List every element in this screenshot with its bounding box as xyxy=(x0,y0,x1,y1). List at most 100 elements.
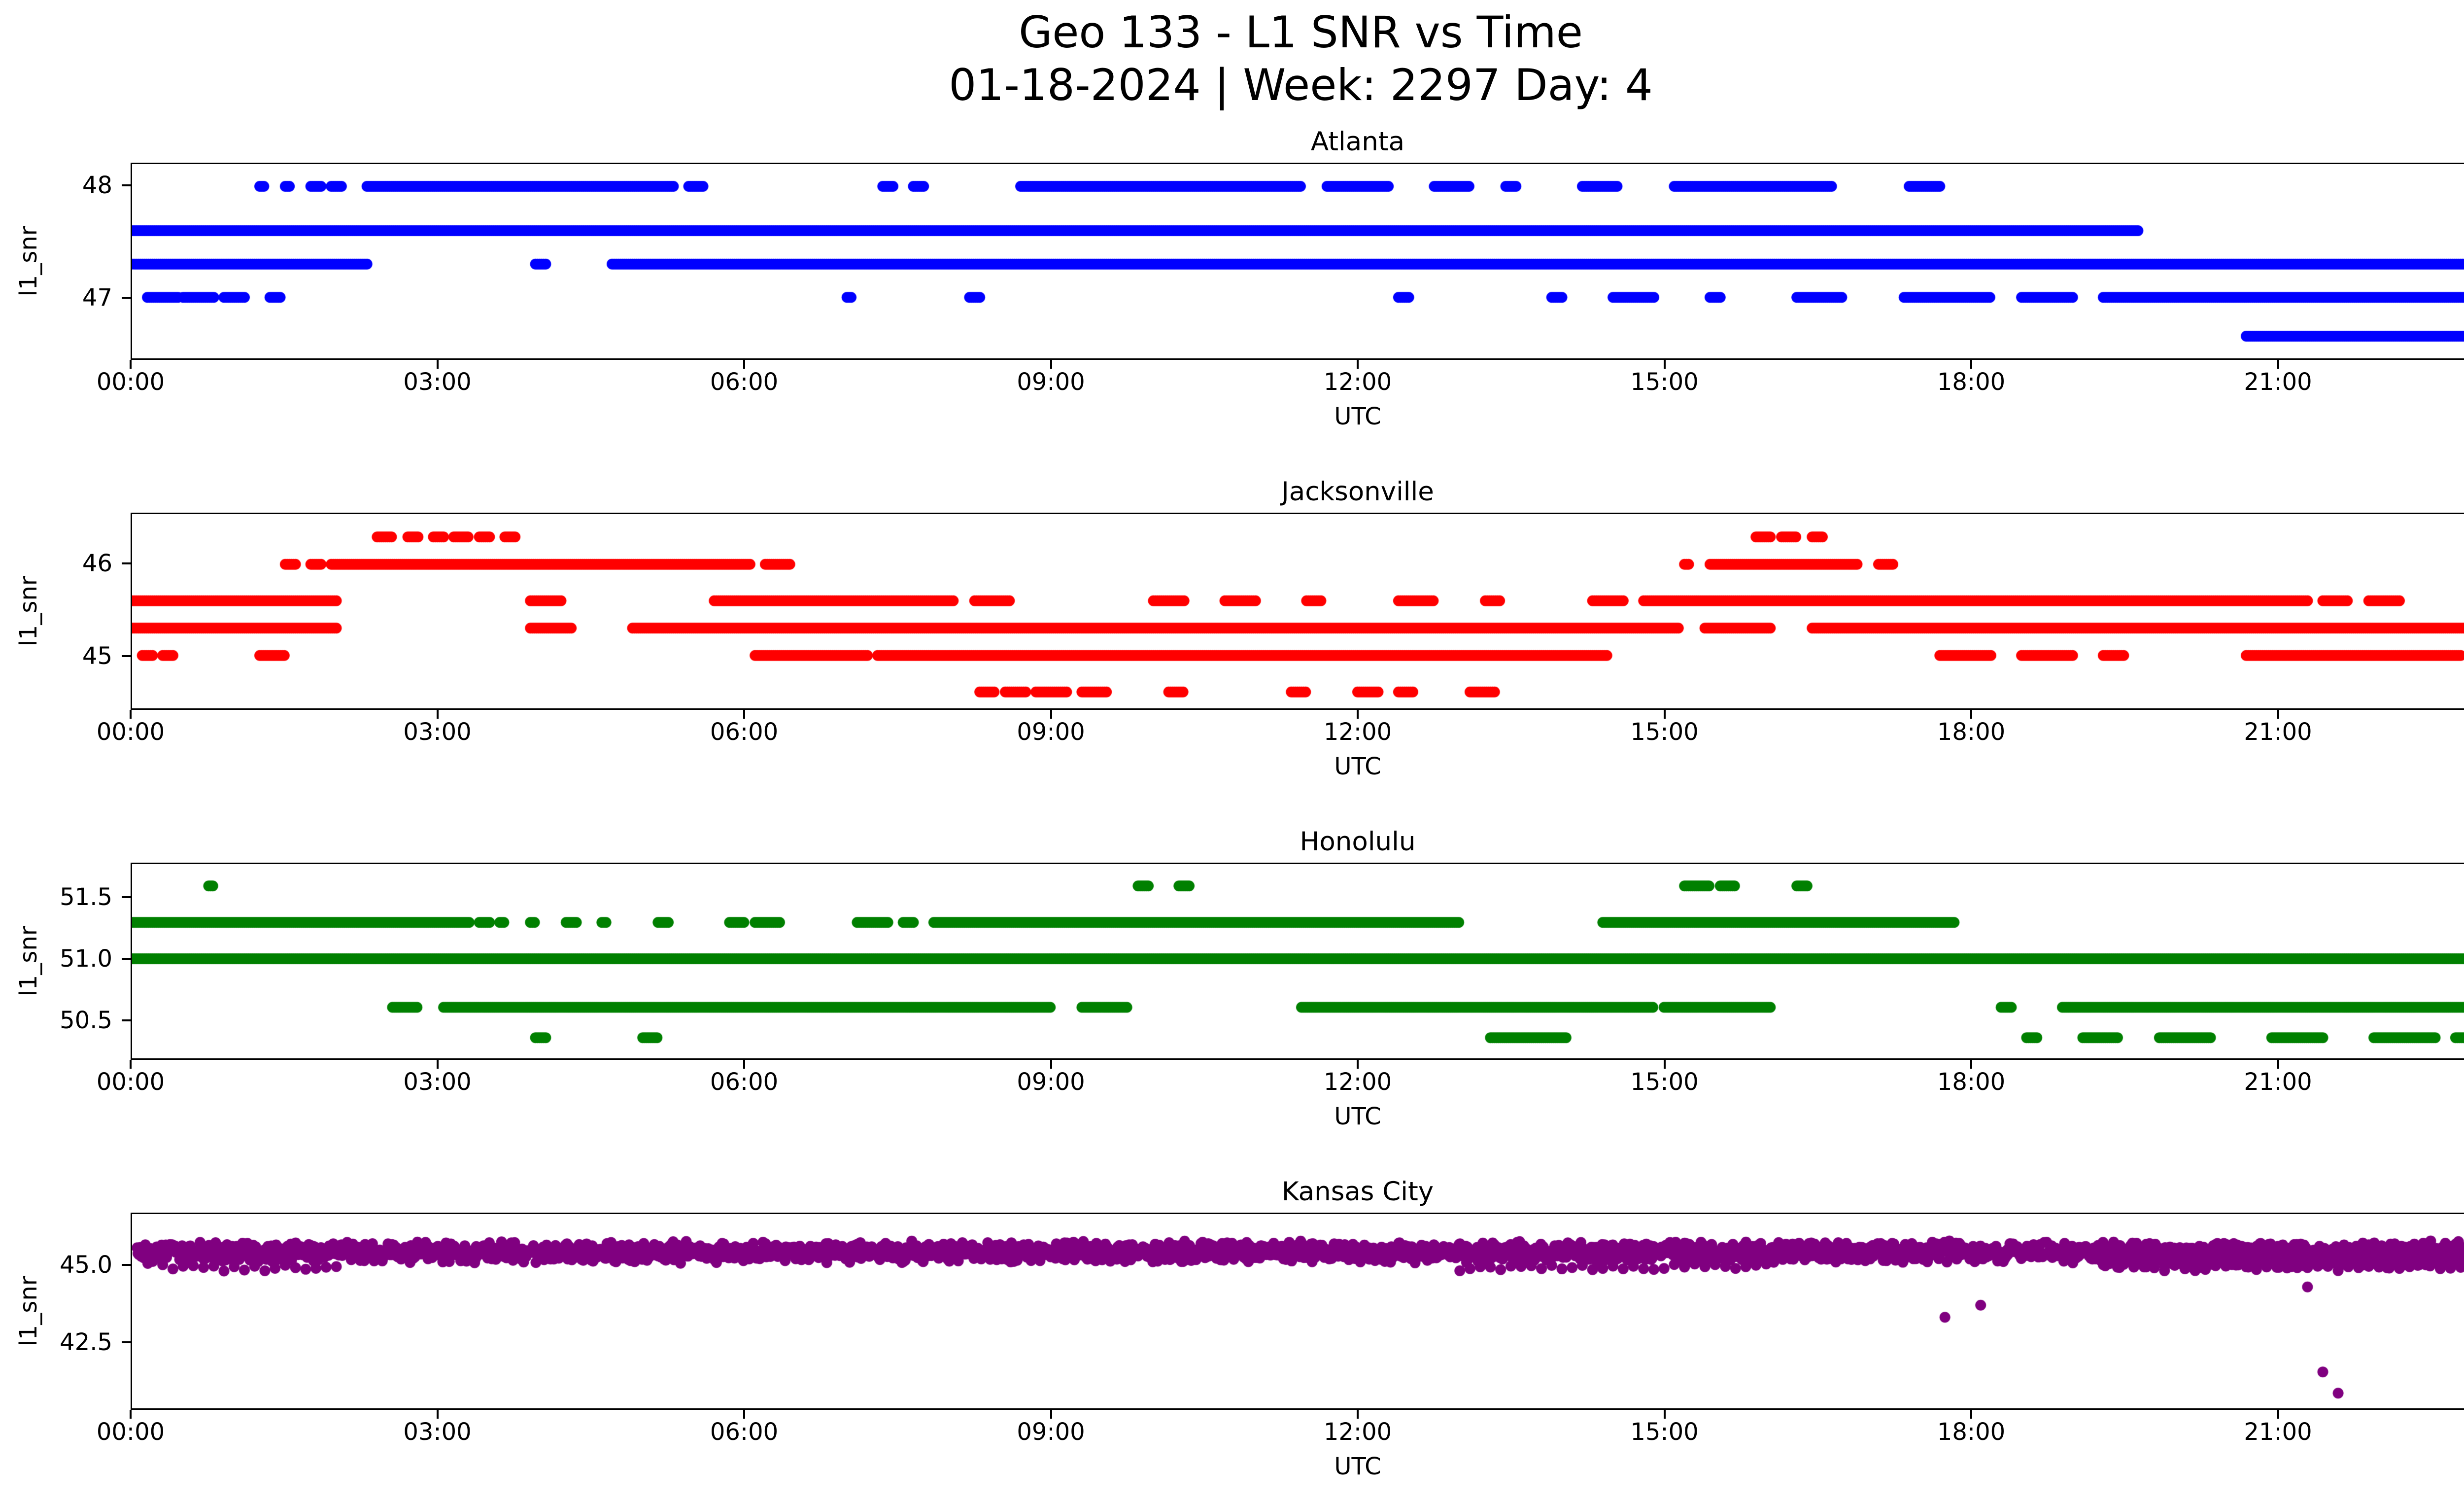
x-tick-label: 03:00 xyxy=(403,1418,472,1446)
x-tick-mark xyxy=(436,1060,439,1069)
x-tick-label: 12:00 xyxy=(1323,1068,1392,1096)
x-tick-mark xyxy=(1357,360,1359,369)
y-tick-mark xyxy=(122,1264,131,1266)
y-tick-mark xyxy=(122,655,131,658)
x-tick-label: 06:00 xyxy=(710,368,779,396)
x-tick-mark xyxy=(743,710,745,719)
y-tick-mark xyxy=(122,562,131,565)
x-tick-label: 06:00 xyxy=(710,1068,779,1096)
x-tick-label: 12:00 xyxy=(1323,368,1392,396)
y-tick-mark xyxy=(122,1341,131,1343)
y-tick-mark xyxy=(122,184,131,186)
x-tick-label: 15:00 xyxy=(1630,1418,1699,1446)
x-tick-label: 00:00 xyxy=(96,1418,165,1446)
y-axis-label: l1_snr xyxy=(15,576,42,647)
x-tick-label: 18:00 xyxy=(1937,1068,2006,1096)
x-tick-mark xyxy=(2277,1410,2279,1419)
x-tick-label: 21:00 xyxy=(2244,368,2312,396)
subplot-jacksonville: Jacksonville l1_snr UTC 45 46 00:00 03:00 06… xyxy=(0,476,2464,801)
x-tick-mark xyxy=(2277,360,2279,369)
x-tick-label: 03:00 xyxy=(403,368,472,396)
x-tick-label: 21:00 xyxy=(2244,1068,2312,1096)
plot-area xyxy=(131,1213,2464,1410)
x-tick-mark xyxy=(130,1410,132,1419)
y-tick-mark xyxy=(122,896,131,898)
x-tick-mark xyxy=(1970,710,1972,719)
subplot-title: Kansas City xyxy=(1281,1177,1434,1207)
y-tick-label: 48 xyxy=(82,171,112,199)
y-tick-label: 50.5 xyxy=(60,1007,112,1034)
y-tick-label: 51.5 xyxy=(60,883,112,911)
x-tick-mark xyxy=(743,1410,745,1419)
x-tick-mark xyxy=(1663,710,1666,719)
x-tick-mark xyxy=(743,360,745,369)
x-axis-label: UTC xyxy=(1334,403,1381,430)
x-tick-mark xyxy=(1050,360,1052,369)
x-tick-mark xyxy=(436,710,439,719)
x-tick-label: 09:00 xyxy=(1017,718,1085,746)
x-tick-label: 06:00 xyxy=(710,1418,779,1446)
x-axis-label: UTC xyxy=(1334,1453,1381,1480)
y-tick-label: 42.5 xyxy=(60,1328,112,1356)
scatter-canvas xyxy=(132,864,2464,1058)
x-axis-label: UTC xyxy=(1334,1103,1381,1130)
x-tick-label: 18:00 xyxy=(1937,368,2006,396)
x-tick-mark xyxy=(743,1060,745,1069)
subplot-title: Jacksonville xyxy=(1281,477,1434,507)
scatter-canvas xyxy=(132,1214,2464,1408)
x-tick-mark xyxy=(1970,1410,1972,1419)
x-tick-label: 09:00 xyxy=(1017,1418,1085,1446)
y-tick-mark xyxy=(122,1019,131,1021)
subplot-honolulu: Honolulu l1_snr UTC 50.5 51.0 51.5 00:00 03:… xyxy=(0,826,2464,1151)
x-tick-mark xyxy=(1050,1060,1052,1069)
x-axis-label: UTC xyxy=(1334,753,1381,780)
x-tick-label: 18:00 xyxy=(1937,718,2006,746)
scatter-canvas xyxy=(132,514,2464,708)
x-tick-label: 12:00 xyxy=(1323,1418,1392,1446)
plot-area xyxy=(131,513,2464,710)
x-tick-mark xyxy=(1970,1060,1972,1069)
x-tick-label: 03:00 xyxy=(403,718,472,746)
x-tick-mark xyxy=(1050,710,1052,719)
x-tick-mark xyxy=(1663,1060,1666,1069)
x-tick-mark xyxy=(1357,1060,1359,1069)
figure-title: Geo 133 - L1 SNR vs Time 01-18-2024 | We… xyxy=(0,6,2464,112)
x-tick-label: 00:00 xyxy=(96,718,165,746)
y-tick-label: 45 xyxy=(82,642,112,670)
y-tick-mark xyxy=(122,297,131,299)
x-tick-mark xyxy=(436,1410,439,1419)
x-tick-mark xyxy=(1050,1410,1052,1419)
y-tick-label: 47 xyxy=(82,284,112,312)
x-tick-label: 21:00 xyxy=(2244,718,2312,746)
x-tick-mark xyxy=(130,360,132,369)
y-tick-label: 45.0 xyxy=(60,1251,112,1279)
x-tick-label: 00:00 xyxy=(96,1068,165,1096)
plot-area xyxy=(131,163,2464,360)
x-tick-label: 18:00 xyxy=(1937,1418,2006,1446)
x-tick-label: 15:00 xyxy=(1630,718,1699,746)
x-tick-label: 09:00 xyxy=(1017,368,1085,396)
x-tick-label: 21:00 xyxy=(2244,1418,2312,1446)
x-tick-mark xyxy=(436,360,439,369)
y-tick-label: 51.0 xyxy=(60,945,112,973)
subplot-title: Honolulu xyxy=(1300,827,1416,857)
x-tick-mark xyxy=(1357,1410,1359,1419)
figure-title-line1: Geo 133 - L1 SNR vs Time xyxy=(1019,7,1583,58)
scatter-canvas xyxy=(132,164,2464,358)
x-tick-mark xyxy=(1357,710,1359,719)
x-tick-mark xyxy=(2277,1060,2279,1069)
x-tick-label: 06:00 xyxy=(710,718,779,746)
y-tick-mark xyxy=(122,958,131,960)
x-tick-mark xyxy=(1970,360,1972,369)
x-tick-mark xyxy=(130,710,132,719)
subplot-kansas-city: Kansas City l1_snr UTC 42.5 45.0 00:00 03:0… xyxy=(0,1176,2464,1501)
subplot-title: Atlanta xyxy=(1310,127,1405,157)
x-tick-label: 15:00 xyxy=(1630,368,1699,396)
x-tick-label: 03:00 xyxy=(403,1068,472,1096)
x-tick-label: 09:00 xyxy=(1017,1068,1085,1096)
plot-area xyxy=(131,863,2464,1060)
x-tick-mark xyxy=(2277,710,2279,719)
x-tick-label: 00:00 xyxy=(96,368,165,396)
figure-title-line2: 01-18-2024 | Week: 2297 Day: 4 xyxy=(949,60,1653,111)
